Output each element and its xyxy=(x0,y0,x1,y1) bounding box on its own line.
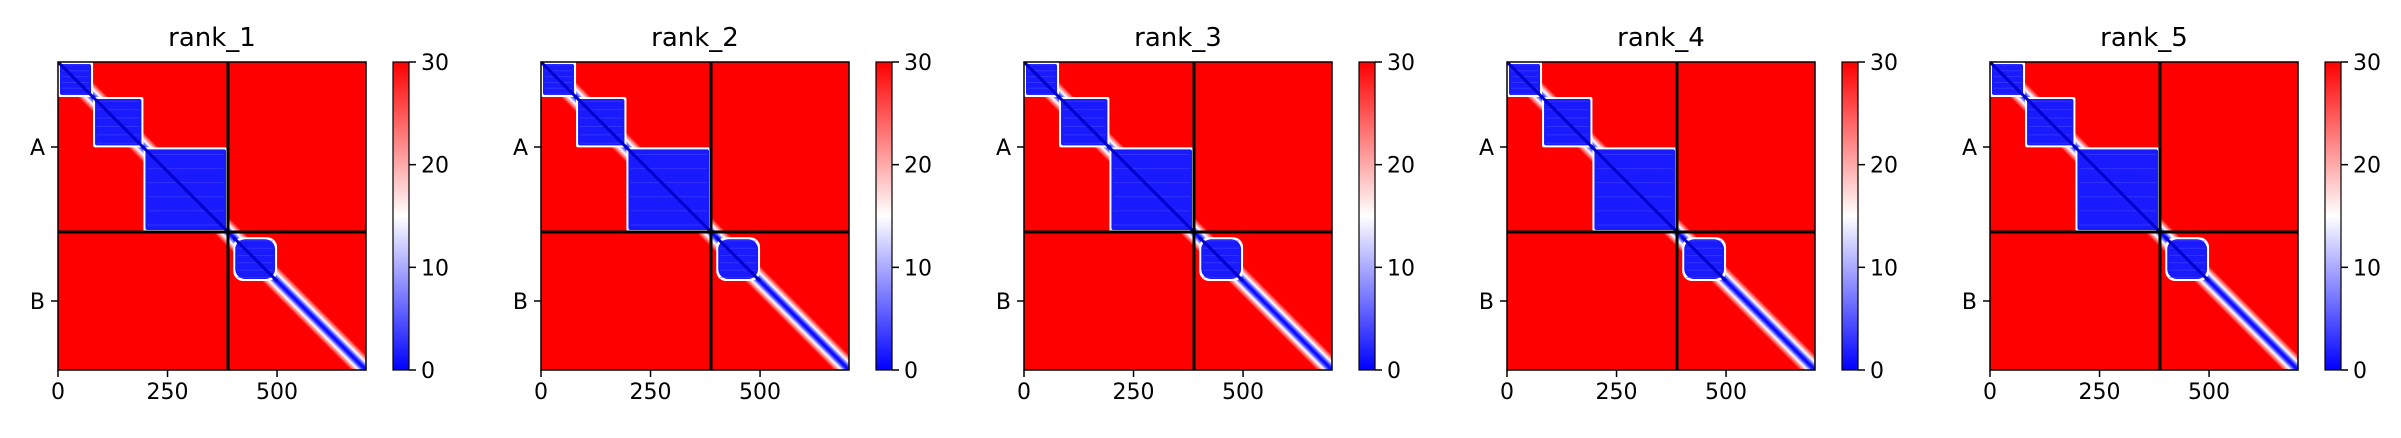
y-tick-label: A xyxy=(996,136,1011,161)
colorbar-tick-label: 10 xyxy=(904,256,932,281)
x-tick-label: 0 xyxy=(1017,380,1031,405)
block-diagonal xyxy=(1507,62,1544,99)
x-tick-label: 0 xyxy=(1983,380,1997,405)
colorbar-tick-label: 0 xyxy=(2353,359,2367,384)
heatmap-frame xyxy=(540,61,850,371)
block-diagonal xyxy=(1108,146,1196,234)
x-tick-label: 250 xyxy=(1113,380,1155,405)
colorbar-scale xyxy=(1358,61,1376,371)
panel-title: rank_5 xyxy=(2100,23,2188,53)
colorbar-tick-label: 10 xyxy=(1870,256,1898,281)
block-diagonal xyxy=(142,146,230,234)
x-tick-label: 500 xyxy=(739,380,781,405)
colorbar-tick-label: 0 xyxy=(421,359,435,384)
colorbar: 0 10 20 30 xyxy=(392,51,449,384)
panel-title: rank_4 xyxy=(1617,23,1705,53)
x-tick-label: 250 xyxy=(2079,380,2121,405)
block-diagonal xyxy=(1681,236,1728,283)
colorbar-tick-label: 20 xyxy=(2353,154,2381,179)
x-tick-label: 250 xyxy=(1596,380,1638,405)
colorbar-tick-label: 0 xyxy=(904,359,918,384)
block-diagonal xyxy=(58,62,95,99)
heatmap-frame xyxy=(1506,61,1816,371)
x-tick-label: 500 xyxy=(2188,380,2230,405)
y-tick-label: A xyxy=(30,136,45,161)
colorbar-scale xyxy=(1841,61,1859,371)
colorbar-tick-label: 0 xyxy=(1870,359,1884,384)
y-tick-label: B xyxy=(30,290,45,315)
block-diagonal xyxy=(574,95,628,149)
y-tick-label: A xyxy=(513,136,528,161)
colorbar-tick-label: 20 xyxy=(1387,154,1415,179)
block-diagonal xyxy=(541,62,578,99)
block-diagonal xyxy=(91,95,145,149)
colorbar-scale xyxy=(2324,61,2342,371)
colorbar-tick-label: 30 xyxy=(904,51,932,76)
heatmap xyxy=(1990,62,2298,370)
colorbar-tick-label: 30 xyxy=(421,51,449,76)
heatmap xyxy=(541,62,849,370)
block-diagonal xyxy=(2074,146,2162,234)
y-tick-label: B xyxy=(513,290,528,315)
colorbar-scale xyxy=(392,61,410,371)
colorbar-tick-label: 10 xyxy=(1387,256,1415,281)
colorbar-scale xyxy=(875,61,893,371)
colorbar-tick-label: 20 xyxy=(1870,154,1898,179)
heatmap-frame xyxy=(57,61,367,371)
panel-4: rank_4 0 250 500 A B 0 10 20 30 xyxy=(1479,23,1898,405)
panel-title: rank_1 xyxy=(168,23,256,53)
y-tick-label: B xyxy=(996,290,1011,315)
x-tick-label: 0 xyxy=(51,380,65,405)
panel-title: rank_3 xyxy=(1134,23,1222,53)
colorbar: 0 10 20 30 xyxy=(2324,51,2381,384)
y-tick-label: B xyxy=(1962,290,1977,315)
x-tick-label: 250 xyxy=(630,380,672,405)
block-diagonal xyxy=(2023,95,2077,149)
block-diagonal xyxy=(1591,146,1679,234)
heatmap-frame xyxy=(1023,61,1333,371)
heatmap xyxy=(1507,62,1815,370)
block-diagonal xyxy=(715,236,762,283)
colorbar: 0 10 20 30 xyxy=(1358,51,1415,384)
y-tick-label: A xyxy=(1962,136,1977,161)
panel-2: rank_2 0 250 500 A B 0 10 20 30 xyxy=(513,23,932,405)
block-diagonal xyxy=(1024,62,1061,99)
colorbar-tick-label: 30 xyxy=(1870,51,1898,76)
x-tick-label: 0 xyxy=(534,380,548,405)
x-tick-label: 0 xyxy=(1500,380,1514,405)
panel-3: rank_3 0 250 500 A B 0 10 20 30 xyxy=(996,23,1415,405)
colorbar-tick-label: 10 xyxy=(2353,256,2381,281)
colorbar: 0 10 20 30 xyxy=(1841,51,1898,384)
panel-1: rank_1 0 250 500 A B 0 10 20 30 xyxy=(30,23,449,405)
x-tick-label: 500 xyxy=(256,380,298,405)
y-tick-label: A xyxy=(1479,136,1494,161)
y-tick-label: B xyxy=(1479,290,1494,315)
block-diagonal xyxy=(1990,62,2027,99)
colorbar-tick-label: 30 xyxy=(2353,51,2381,76)
heatmap-frame xyxy=(1989,61,2299,371)
colorbar-tick-label: 0 xyxy=(1387,359,1401,384)
heatmap xyxy=(1024,62,1332,370)
x-tick-label: 500 xyxy=(1222,380,1264,405)
block-diagonal xyxy=(232,236,279,283)
colorbar-tick-label: 20 xyxy=(421,154,449,179)
x-tick-label: 250 xyxy=(147,380,189,405)
colorbar: 0 10 20 30 xyxy=(875,51,932,384)
block-diagonal xyxy=(625,146,713,234)
panel-title: rank_2 xyxy=(651,23,739,53)
heatmap xyxy=(58,62,366,370)
colorbar-tick-label: 10 xyxy=(421,256,449,281)
block-diagonal xyxy=(1540,95,1594,149)
block-diagonal xyxy=(1198,236,1245,283)
block-diagonal xyxy=(1057,95,1111,149)
panel-5: rank_5 0 250 500 A B 0 10 20 30 xyxy=(1962,23,2381,405)
colorbar-tick-label: 30 xyxy=(1387,51,1415,76)
x-tick-label: 500 xyxy=(1705,380,1747,405)
colorbar-tick-label: 20 xyxy=(904,154,932,179)
block-diagonal xyxy=(2164,236,2211,283)
